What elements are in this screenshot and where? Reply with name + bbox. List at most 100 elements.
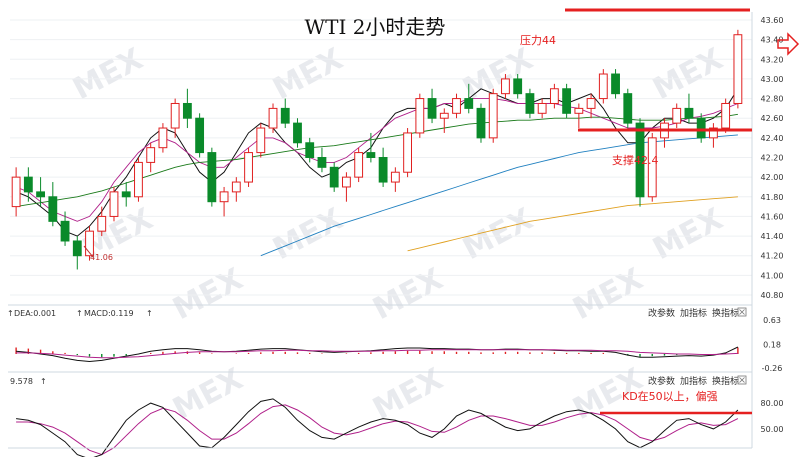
macd-dea-line [16,349,738,359]
candle-body [146,147,156,163]
candle-body [513,78,523,95]
kd-annotation: KD在50以上，偏强 [622,389,718,403]
macd-dea-arrow-icon: ↑ [7,309,14,318]
candle-body [97,215,107,232]
candle-body [574,107,584,114]
candle-body [586,98,596,109]
support-label: 支撑42.4 [612,153,659,167]
macd-y-axis: 0.63 0.18 -0.26 [762,316,783,373]
scroll-right-arrow[interactable] [777,32,800,56]
candle-body [525,93,535,114]
y-tick-label: 41.60 [761,212,784,221]
kd-k-line [16,398,739,457]
watermark-text: MEX [567,262,648,327]
macd-end-arrow-icon: ↑ [146,309,153,318]
macd-change-params-button[interactable]: 改参数 [648,307,675,319]
candle-body [36,191,45,198]
candle-body [684,107,694,119]
candle-body [464,98,474,109]
candle-body [329,166,339,188]
y-tick-label: 42.60 [761,114,784,123]
macd-histogram [15,347,739,358]
macd-close-icon[interactable] [737,307,747,317]
watermark-text: MEX [267,42,348,107]
candle-body [280,107,290,124]
kd-d-line [16,404,739,456]
candle-body [427,98,437,119]
kd-close-icon[interactable] [737,375,747,385]
chart-title: WTI 2小时走势 [305,15,446,39]
candle-body [488,93,498,139]
candle-body [562,88,572,114]
candle-body [611,73,620,95]
macd-dea-label: DEA:0.001 [14,309,56,318]
candle-body [549,88,559,104]
candlestick-series [11,29,743,270]
macd-lines [16,346,739,363]
y-tick-label: 43.40 [761,36,784,45]
candle-body [366,152,376,158]
candle-body [721,102,731,129]
y-tick-label: 43.20 [761,55,784,64]
watermark-text: MEX [167,262,248,327]
candle-body [11,176,21,208]
watermark-text: MEX [267,202,348,267]
kd-y-tick-label: 50.00 [761,425,784,434]
candle-body [378,157,388,183]
candle-body [342,176,351,188]
kd-switch-indicator-button[interactable]: 换指标 [712,375,739,387]
macd-value-arrow-icon: ↑ [76,309,83,318]
candle-body [85,230,94,257]
kd-value-label: 9.578 [10,377,33,386]
candle-body [696,117,706,139]
y-tick-label: 42.20 [761,154,784,163]
candle-body [170,102,180,129]
y-tick-label: 42.40 [761,134,784,143]
candle-body [733,34,743,104]
watermark-text: MEX [457,202,538,267]
candle-body [415,98,425,134]
resistance-label: 压力44 [520,34,556,47]
kd-lines [16,398,739,457]
candle-body [23,176,33,193]
y-tick-label: 43.60 [761,16,784,25]
candle-body [231,181,241,193]
y-tick-label: 41.00 [761,271,784,280]
kd-y-axis: 80.00 50.00 [761,399,784,434]
candle-body [48,196,58,222]
macd-switch-indicator-button[interactable]: 换指标 [712,307,739,319]
macd-y-tick-label: 0.18 [763,340,781,349]
ma120-line [407,196,738,252]
watermark-text: MEX [367,262,448,327]
candle-body [305,142,315,158]
kd-y-tick-label: 80.00 [761,399,784,408]
y-tick-label: 40.80 [761,291,784,300]
macd-y-tick-label: 0.63 [763,316,781,325]
main-y-axis: 43.60 43.40 43.20 43.00 42.80 42.60 42.40 42.20… [751,12,784,448]
candle-body [635,122,645,198]
macd-add-indicator-button[interactable]: 加指标 [680,307,707,319]
watermark-text: MEX [647,42,728,107]
candle-body [256,127,266,154]
candle-body [109,191,119,217]
candle-body [158,127,168,149]
kd-change-params-button[interactable]: 改参数 [648,375,675,387]
y-tick-label: 43.00 [761,75,784,84]
candle-body [476,107,486,139]
low-marker-line [83,245,94,258]
candle-body [647,137,657,198]
candle-body [268,107,278,129]
candle-body [672,107,682,124]
candle-body [293,122,302,144]
kd-add-indicator-button[interactable]: 加指标 [680,375,707,387]
candle-body [72,240,82,257]
candle-body [354,152,364,178]
candle-body [439,112,449,119]
candle-body [709,127,718,139]
candle-body [244,152,253,183]
macd-y-tick-label: -0.26 [762,364,783,373]
y-tick-label: 41.40 [761,232,784,241]
candle-body [537,102,547,114]
macd-value-label: MACD:0.119 [84,309,134,318]
candle-body [121,191,131,198]
